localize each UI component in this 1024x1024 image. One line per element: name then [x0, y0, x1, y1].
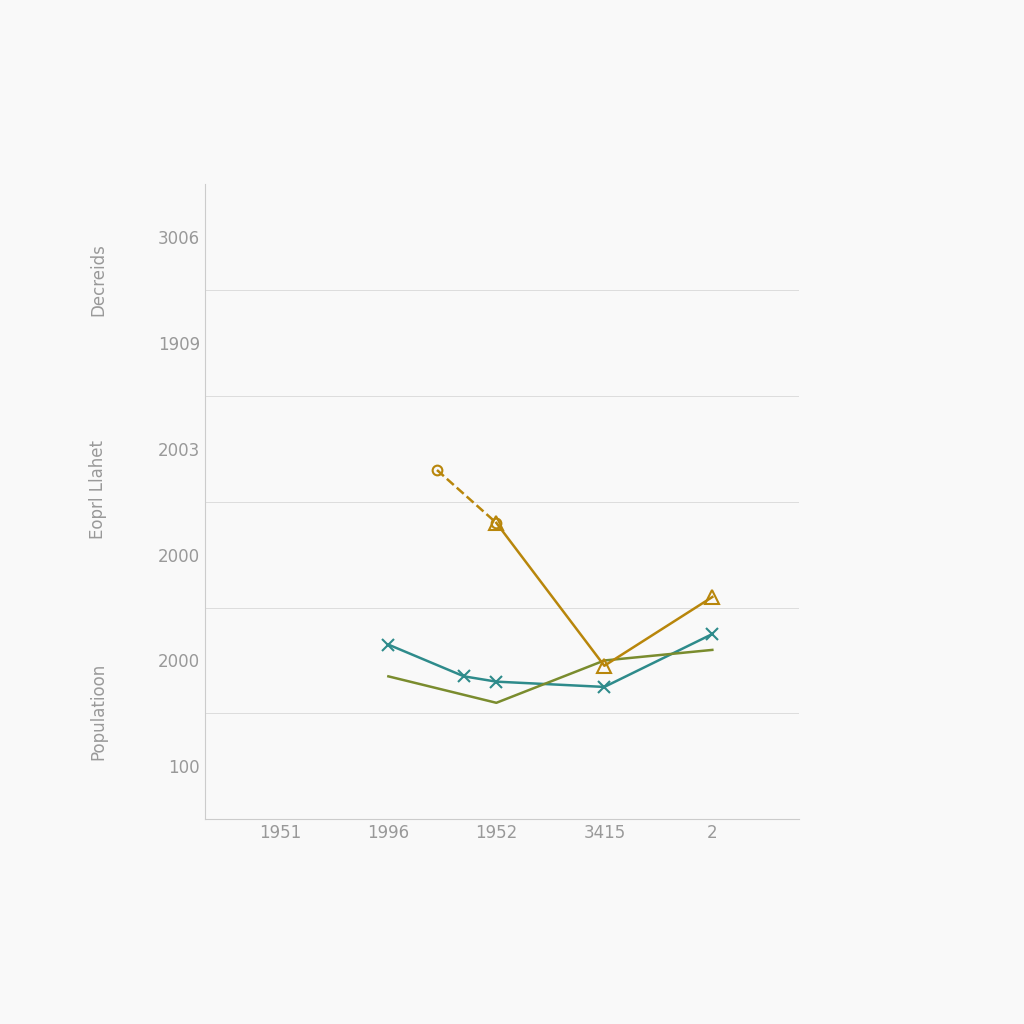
Text: Populatioon: Populatioon	[89, 663, 106, 760]
Text: Decreids: Decreids	[89, 243, 106, 316]
Text: Eoprl Llahet: Eoprl Llahet	[89, 439, 106, 539]
